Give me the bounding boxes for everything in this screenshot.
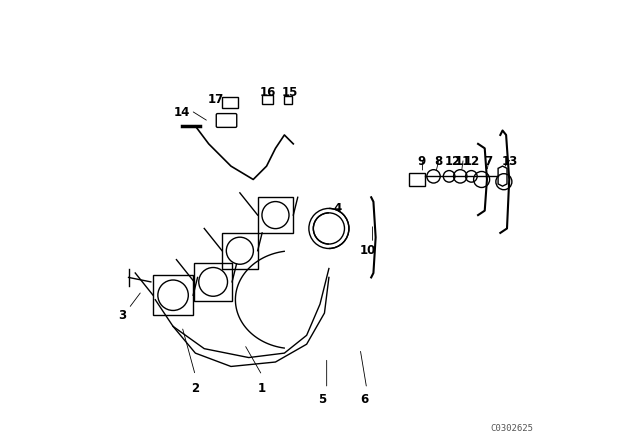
Bar <box>284 96 292 104</box>
Text: 14: 14 <box>174 106 190 119</box>
Bar <box>262 95 273 104</box>
Text: 4: 4 <box>333 202 342 215</box>
Text: 3: 3 <box>118 309 126 322</box>
Text: 11: 11 <box>454 155 470 168</box>
Text: 16: 16 <box>259 86 276 99</box>
Text: 9: 9 <box>417 155 425 168</box>
Text: 6: 6 <box>360 393 369 406</box>
Text: 12: 12 <box>464 155 481 168</box>
Text: 17: 17 <box>207 93 223 106</box>
Text: 8: 8 <box>434 155 442 168</box>
Text: 2: 2 <box>191 382 200 395</box>
Text: 15: 15 <box>282 86 298 99</box>
Bar <box>409 173 424 186</box>
Text: C0302625: C0302625 <box>490 424 533 433</box>
Bar <box>222 97 237 108</box>
Text: 10: 10 <box>360 244 376 257</box>
Text: 1: 1 <box>258 382 266 395</box>
Text: 13: 13 <box>502 155 518 168</box>
Text: 5: 5 <box>318 393 326 406</box>
Text: 12: 12 <box>445 155 461 168</box>
Text: 7: 7 <box>484 155 492 168</box>
